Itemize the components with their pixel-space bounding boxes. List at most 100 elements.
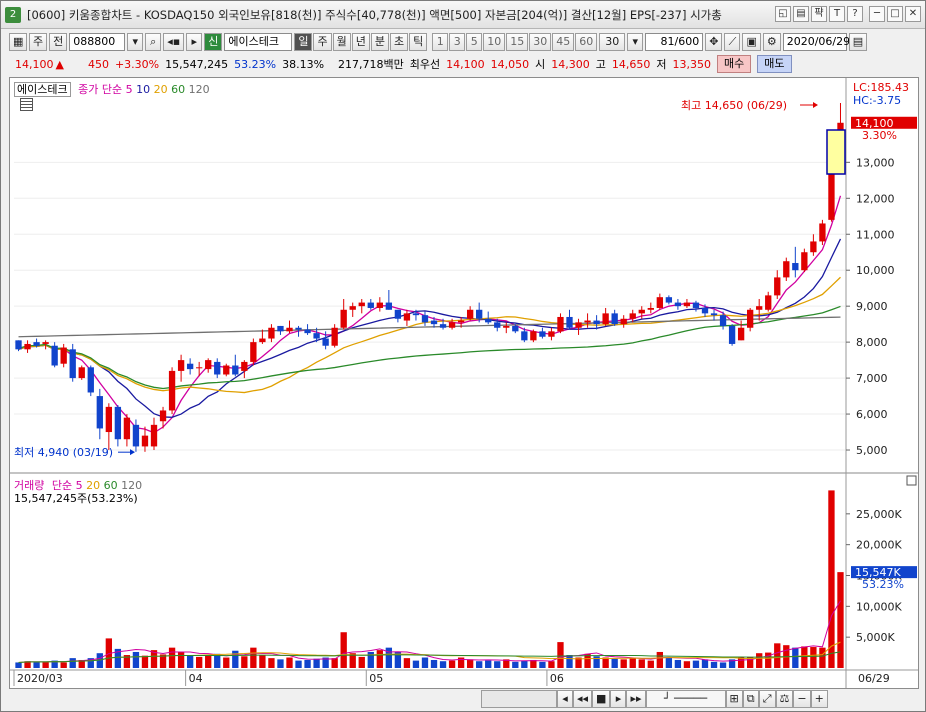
candle-body [701, 307, 709, 314]
minute-tab-5[interactable]: 5 [466, 33, 483, 51]
stock-code-input[interactable]: 088800 [69, 33, 126, 51]
speaker-icon[interactable]: ◂▪ [163, 33, 185, 51]
volume-bar [313, 658, 320, 668]
volume-bar [277, 659, 284, 668]
layout-icon[interactable]: ⊞ [725, 690, 743, 708]
volume-ma-60-line [18, 651, 841, 663]
zoom-out-icon[interactable]: − [793, 690, 811, 708]
candle-body [719, 315, 727, 326]
copy-icon[interactable]: ⧉ [742, 690, 759, 708]
volume-ma-period-5: 5 [75, 479, 87, 492]
period-tab-틱[interactable]: 틱 [409, 33, 428, 51]
candle-body [746, 309, 754, 328]
volume-bar [295, 660, 302, 668]
chart-menu-icon[interactable]: ▦ [9, 33, 27, 51]
price-change: 450 [87, 57, 109, 71]
volume-bar [701, 659, 709, 668]
next-page-icon[interactable]: ▸▸ [626, 690, 646, 708]
candle-body [530, 331, 537, 341]
period-tab-월[interactable]: 월 [332, 33, 351, 51]
font-icon[interactable]: T [829, 6, 845, 22]
minute-tab-15[interactable]: 15 [506, 33, 529, 51]
volume-bar [728, 659, 736, 668]
candle-body [457, 320, 465, 323]
new-stock-badge[interactable]: 신 [204, 33, 223, 51]
compare-icon[interactable]: ⚖ [775, 690, 794, 708]
chart-options-icon[interactable] [20, 98, 33, 111]
candle-body [593, 320, 600, 325]
period-tab-분[interactable]: 분 [370, 33, 389, 51]
layout-icon[interactable]: ◱ [775, 6, 791, 22]
chart-canvas[interactable]: 13,000 12,000 11,000 10,000 9,000 8,000 7,000 6… [10, 78, 918, 688]
prev-button[interactable]: 전 [49, 33, 68, 51]
bottom-controls: ◂ ◂◂ ■ ▸ ▸▸ ┘ ───── ⊞ ⧉ ⤢ ⚖ − + [9, 689, 919, 709]
zoom-in-icon[interactable]: + [810, 690, 828, 708]
period-tab-주[interactable]: 주 [313, 33, 332, 51]
candle-body [313, 333, 320, 339]
minute-tab-10[interactable]: 10 [483, 33, 506, 51]
volume-bar [674, 659, 682, 668]
volume-legend: 거래량 단순 5 20 60 120 [14, 477, 142, 493]
zoom-slider[interactable]: ┘ ───── [645, 690, 726, 708]
current-price: 14,100 [15, 57, 54, 71]
stop-icon[interactable]: ■ [592, 690, 611, 708]
chart-area[interactable]: 13,000 12,000 11,000 10,000 9,000 8,000 7,000 6… [9, 77, 919, 689]
volume-bar [828, 490, 835, 668]
ma-10-line [18, 238, 842, 418]
period-tab-년[interactable]: 년 [351, 33, 370, 51]
volume-bar [457, 657, 465, 668]
volume-bar [51, 660, 58, 668]
save-icon[interactable]: ▣ [742, 33, 761, 51]
volume-bar [819, 647, 826, 668]
period-tab-일[interactable]: 일 [294, 33, 313, 51]
minute-tab-45[interactable]: 45 [552, 33, 575, 51]
minimize-icon[interactable]: ─ [869, 6, 885, 22]
fit-icon[interactable]: ⤢ [758, 690, 776, 708]
data-count-field[interactable]: 81/600 [645, 33, 704, 51]
volume-bar [737, 657, 745, 668]
prev-page-icon[interactable]: ◂◂ [573, 690, 593, 708]
lc-label: LC:185.43 [853, 81, 909, 94]
search-icon[interactable]: ⌕ [145, 33, 162, 51]
minute-tab-60[interactable]: 60 [575, 33, 598, 51]
crosshair-icon[interactable]: ✥ [705, 33, 723, 51]
volume-bar [476, 661, 483, 668]
period-type-select[interactable]: 주 [29, 33, 48, 51]
pin-icon[interactable]: 퍅 [811, 6, 827, 22]
buy-button[interactable]: 매수 [717, 55, 752, 73]
count-value: 81 [660, 35, 675, 48]
help-icon[interactable]: ? [847, 6, 863, 22]
candle-body [710, 313, 718, 316]
best-ask: 14,100 [446, 57, 485, 71]
list-icon[interactable]: ▤ [793, 6, 809, 22]
period-tab-초[interactable]: 초 [389, 33, 409, 51]
settings-gear-icon[interactable]: ⚙ [762, 33, 781, 51]
volume-bar [611, 658, 618, 668]
high-price: 14,650 [611, 57, 651, 71]
candle-body [421, 315, 429, 323]
play-icon[interactable]: ▸ [610, 690, 627, 708]
volume-bar [60, 662, 67, 668]
close-icon[interactable]: ✕ [905, 6, 921, 22]
code-dropdown-icon[interactable]: ▾ [127, 33, 144, 51]
minute-tab-1[interactable]: 1 [432, 33, 449, 51]
first-page-icon[interactable]: ◂ [557, 690, 573, 708]
ma-20-line [18, 276, 841, 394]
date-input[interactable]: 2020/06/29 [782, 33, 850, 51]
minute-tab-3[interactable]: 3 [449, 33, 466, 51]
candle-body [286, 327, 293, 332]
calendar-icon[interactable]: ▤ [848, 33, 868, 51]
maximize-icon[interactable]: □ [887, 6, 903, 22]
minute-dropdown-icon[interactable]: ▾ [627, 33, 644, 51]
volume-value: 15,547,245 [165, 57, 229, 71]
stock-name-field[interactable]: 에이스테크 [224, 33, 293, 51]
sell-button[interactable]: 매도 [757, 55, 792, 73]
drawing-tool-icon[interactable]: ⟋ [724, 33, 741, 51]
scroll-right-icon[interactable]: ▸ [186, 33, 203, 51]
volume-bar [665, 657, 673, 668]
minute-select[interactable]: 30 [599, 33, 626, 51]
minute-tab-30[interactable]: 30 [529, 33, 552, 51]
candle-body [277, 325, 284, 332]
scrollbar-track[interactable] [481, 690, 557, 708]
